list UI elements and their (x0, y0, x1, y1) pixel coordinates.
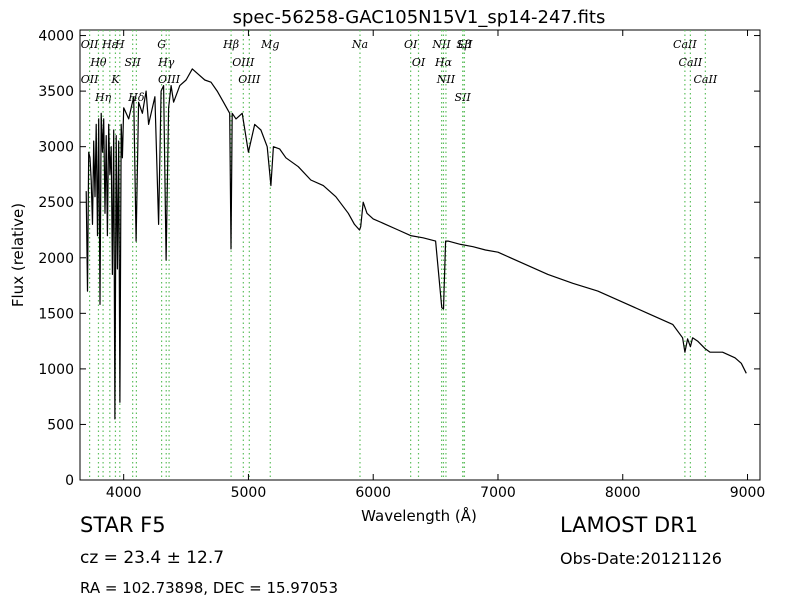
spectral-line-label: G (157, 38, 166, 51)
x-tick-label: 4000 (106, 485, 142, 501)
spectral-line-label: Hγ (157, 56, 175, 69)
axis-ticks: 4000 5000 6000 7000 8000 9000 0 500 1000 1500 2000… (38, 29, 765, 501)
x-tick-label: 8000 (605, 485, 641, 501)
spectral-line-label: Hη (94, 91, 112, 104)
spectral-line-label: OII (81, 38, 99, 51)
spectral-line-label: Na (351, 38, 368, 51)
spectral-line-label: SII (456, 38, 473, 51)
spectral-line-label: OIII (232, 56, 255, 69)
x-tick-label: 6000 (355, 485, 391, 501)
spectral-line-label: CaII (694, 73, 718, 86)
y-tick-label: 1500 (38, 306, 74, 322)
spectral-line-label: OIII (238, 73, 261, 86)
spectral-line-label: CaII (673, 38, 697, 51)
spectral-class-label: STAR F5 (80, 513, 166, 537)
y-tick-label: 500 (47, 417, 74, 433)
spectral-line-label: CaII (679, 56, 703, 69)
spectral-line-label: OI (412, 56, 426, 69)
x-axis-label: Wavelength (Å) (361, 506, 477, 525)
spectral-line-label: NII (436, 73, 456, 86)
ra-dec-label: RA = 102.73898, DEC = 15.97053 (80, 579, 339, 597)
spectral-line-label: NII (431, 38, 451, 51)
spectral-line-label: Hδ (127, 91, 145, 104)
x-tick-label: 9000 (730, 485, 766, 501)
spectral-line-label: Hε (101, 38, 118, 51)
spectral-line-label: Hβ (222, 38, 239, 51)
spectral-line-label: Lβ (456, 38, 471, 51)
obs-date-label: Obs-Date:20121126 (560, 549, 722, 568)
spectral-line-label: Hθ (89, 56, 107, 69)
spectral-line-label: K (110, 73, 120, 86)
y-tick-label: 1000 (38, 362, 74, 378)
spectral-line-label: SII (455, 91, 472, 104)
y-tick-label: 2500 (38, 195, 74, 211)
spectral-line-label: Hα (434, 56, 453, 69)
spectral-line-label: SII (125, 56, 142, 69)
chart-title: spec-56258-GAC105N15V1_sp14-247.fits (233, 7, 606, 28)
x-tick-label: 5000 (231, 485, 267, 501)
y-tick-label: 0 (65, 473, 74, 489)
y-tick-label: 3500 (38, 84, 74, 100)
plot-frame (79, 29, 761, 481)
x-tick-label: 7000 (480, 485, 516, 501)
y-axis-label: Flux (relative) (9, 203, 27, 307)
y-tick-label: 2000 (38, 251, 74, 267)
spectral-line-label: OII (81, 73, 99, 86)
cz-label: cz = 23.4 ± 12.7 (80, 548, 225, 568)
y-tick-label: 4000 (38, 29, 74, 45)
y-tick-label: 3000 (38, 140, 74, 156)
spectral-line-label: OI (404, 38, 418, 51)
spectral-line-label: H (114, 38, 125, 51)
survey-label: LAMOST DR1 (560, 513, 699, 537)
spectral-line-label: OIII (158, 73, 181, 86)
spectrum-line (85, 68, 747, 420)
spectral-line-label: Mg (260, 38, 279, 51)
